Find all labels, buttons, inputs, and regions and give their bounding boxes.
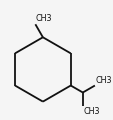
Text: CH3: CH3: [83, 107, 99, 116]
Text: CH3: CH3: [95, 76, 111, 85]
Text: CH3: CH3: [36, 14, 52, 23]
